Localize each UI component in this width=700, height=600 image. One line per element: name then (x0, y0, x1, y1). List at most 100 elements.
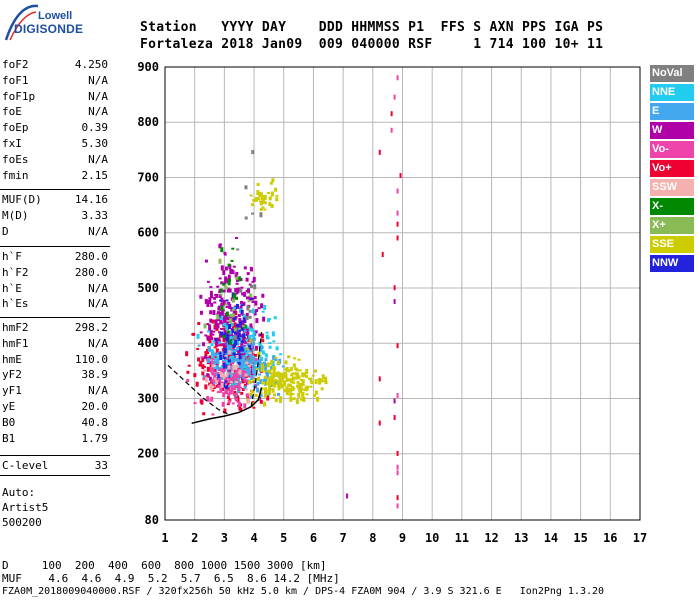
param-row: yF1 N/A (2, 384, 108, 398)
echo-point (222, 335, 226, 339)
echo-point (260, 363, 264, 367)
echo-point (202, 377, 206, 381)
param-row: fmin 2.15 (2, 169, 108, 183)
echo-point (248, 283, 252, 286)
logo-swoosh-icon (4, 4, 39, 41)
echo-point (252, 341, 256, 346)
echo-point (322, 380, 326, 383)
param-value: N/A (88, 384, 108, 398)
param-value: 40.8 (81, 415, 109, 429)
echo-point (257, 197, 261, 201)
echo-point (234, 340, 238, 346)
echo-point (213, 380, 217, 384)
echo-point (198, 363, 202, 367)
echo-point (289, 389, 293, 393)
echo-point (236, 397, 240, 403)
echo-point (222, 289, 226, 293)
echo-point (212, 310, 216, 316)
echo-point (393, 415, 396, 421)
echo-point (223, 251, 227, 254)
echo-point (226, 335, 230, 341)
echo-point (263, 201, 267, 205)
echo-point (206, 357, 210, 363)
echo-point (209, 368, 213, 373)
echo-point (237, 361, 241, 365)
echo-point (210, 352, 214, 355)
echo-point (245, 351, 249, 356)
x-tick-label: 16 (603, 531, 617, 545)
echo-point (396, 464, 399, 470)
echo-point (218, 291, 222, 294)
param-value: N/A (88, 224, 108, 238)
echo-point (200, 356, 204, 359)
echo-point (213, 324, 217, 330)
echo-point (232, 265, 236, 268)
echo-point (291, 386, 295, 392)
echo-point (264, 387, 268, 392)
echo-point (305, 374, 309, 378)
param-value: 280.0 (74, 265, 108, 279)
echo-point (346, 493, 349, 499)
echo-point (213, 377, 217, 380)
echo-point (221, 360, 225, 363)
echo-point (261, 387, 265, 390)
echo-point (262, 378, 266, 382)
echo-point (220, 311, 224, 314)
echo-point (239, 347, 243, 352)
echo-point (243, 266, 247, 270)
echo-point (216, 323, 220, 329)
echo-point (225, 299, 229, 302)
echo-point (242, 375, 246, 379)
echo-point (225, 339, 229, 342)
echo-point (236, 339, 240, 345)
echo-point (219, 387, 223, 393)
echo-point (242, 323, 246, 326)
echo-point (246, 344, 250, 347)
echo-point (231, 313, 235, 318)
x-tick-label: 2 (191, 531, 198, 545)
echo-point (277, 383, 281, 388)
echo-point (223, 332, 227, 337)
echo-point (228, 264, 232, 270)
echo-point (214, 353, 218, 357)
echo-point (213, 357, 217, 362)
echo-point (228, 380, 232, 383)
echo-point (224, 344, 228, 349)
profile-dashed-line (167, 364, 231, 416)
param-key: D (2, 224, 9, 238)
echo-point (267, 318, 271, 323)
echo-point (216, 371, 220, 374)
echo-point (227, 365, 231, 370)
echo-point (219, 368, 223, 372)
echo-point (231, 247, 235, 250)
echo-point (225, 347, 229, 352)
echo-point (219, 355, 223, 361)
param-value: N/A (88, 73, 108, 87)
echo-point (263, 305, 267, 311)
echo-point (202, 369, 206, 373)
echo-point (244, 373, 248, 377)
legend-item: NNW (650, 255, 694, 272)
echo-point (390, 127, 393, 133)
echo-point (240, 343, 244, 347)
echo-point (220, 281, 224, 285)
echo-point (266, 395, 270, 401)
echo-point (223, 349, 227, 354)
param-key: foEp (2, 121, 29, 135)
echo-point (258, 333, 262, 337)
echo-point (224, 303, 228, 306)
echo-point (229, 353, 233, 359)
echo-point (230, 385, 234, 389)
logo-text-digisonde: DIGISONDE (14, 22, 84, 36)
echo-point (228, 324, 232, 330)
x-tick-label: 13 (514, 531, 528, 545)
x-tick-label: 9 (399, 531, 406, 545)
echo-point (239, 337, 243, 342)
echo-point (249, 392, 253, 396)
legend-item: E (650, 103, 694, 120)
echo-point (230, 386, 234, 392)
echo-point (246, 368, 250, 373)
echo-point (265, 373, 269, 378)
echo-point (260, 356, 264, 361)
echo-point (265, 334, 269, 339)
